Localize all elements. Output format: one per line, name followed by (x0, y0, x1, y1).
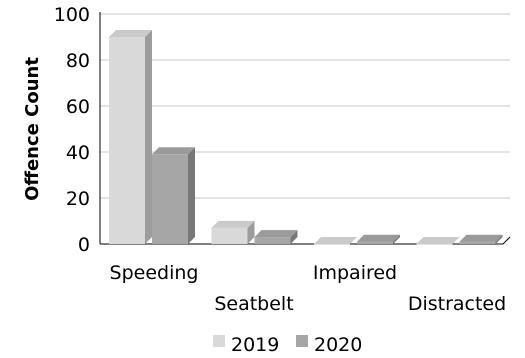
y-tick-label: 40 (66, 142, 90, 164)
legend-item-2019: 2019 (213, 334, 279, 356)
y-tick-label: 0 (78, 234, 90, 256)
bar-distracted-2019 (416, 237, 460, 245)
y-axis-title: Offence Count (22, 57, 43, 201)
x-tick-label: Impaired (313, 262, 397, 284)
bars (109, 30, 503, 245)
y-tick-labels: 0 20 40 60 80 100 (54, 4, 90, 256)
legend-swatch (296, 335, 308, 347)
x-tick-label: Speeding (110, 262, 199, 284)
x-tick-label: Distracted (408, 293, 506, 315)
bar-seatbelt-2020 (254, 230, 298, 244)
bar-seatbelt-2019 (211, 220, 255, 244)
legend-label: 2020 (314, 334, 362, 356)
bar-distracted-2020 (459, 234, 503, 244)
y-tick-label: 20 (66, 188, 90, 210)
legend: 2019 2020 (213, 334, 362, 356)
x-tick-labels: Speeding Seatbelt Impaired Distracted (110, 262, 507, 315)
y-tick-label: 100 (54, 4, 90, 26)
bar-impaired-2019 (314, 237, 357, 245)
legend-swatch (213, 335, 225, 347)
bar-impaired-2020 (357, 234, 400, 244)
x-tick-label: Seatbelt (214, 293, 293, 315)
legend-label: 2019 (231, 334, 279, 356)
legend-item-2020: 2020 (296, 334, 362, 356)
y-tick-label: 60 (66, 96, 90, 118)
y-tick-label: 80 (66, 50, 90, 72)
bar-speeding-2019 (109, 30, 152, 244)
bar-speeding-2020 (152, 147, 195, 244)
